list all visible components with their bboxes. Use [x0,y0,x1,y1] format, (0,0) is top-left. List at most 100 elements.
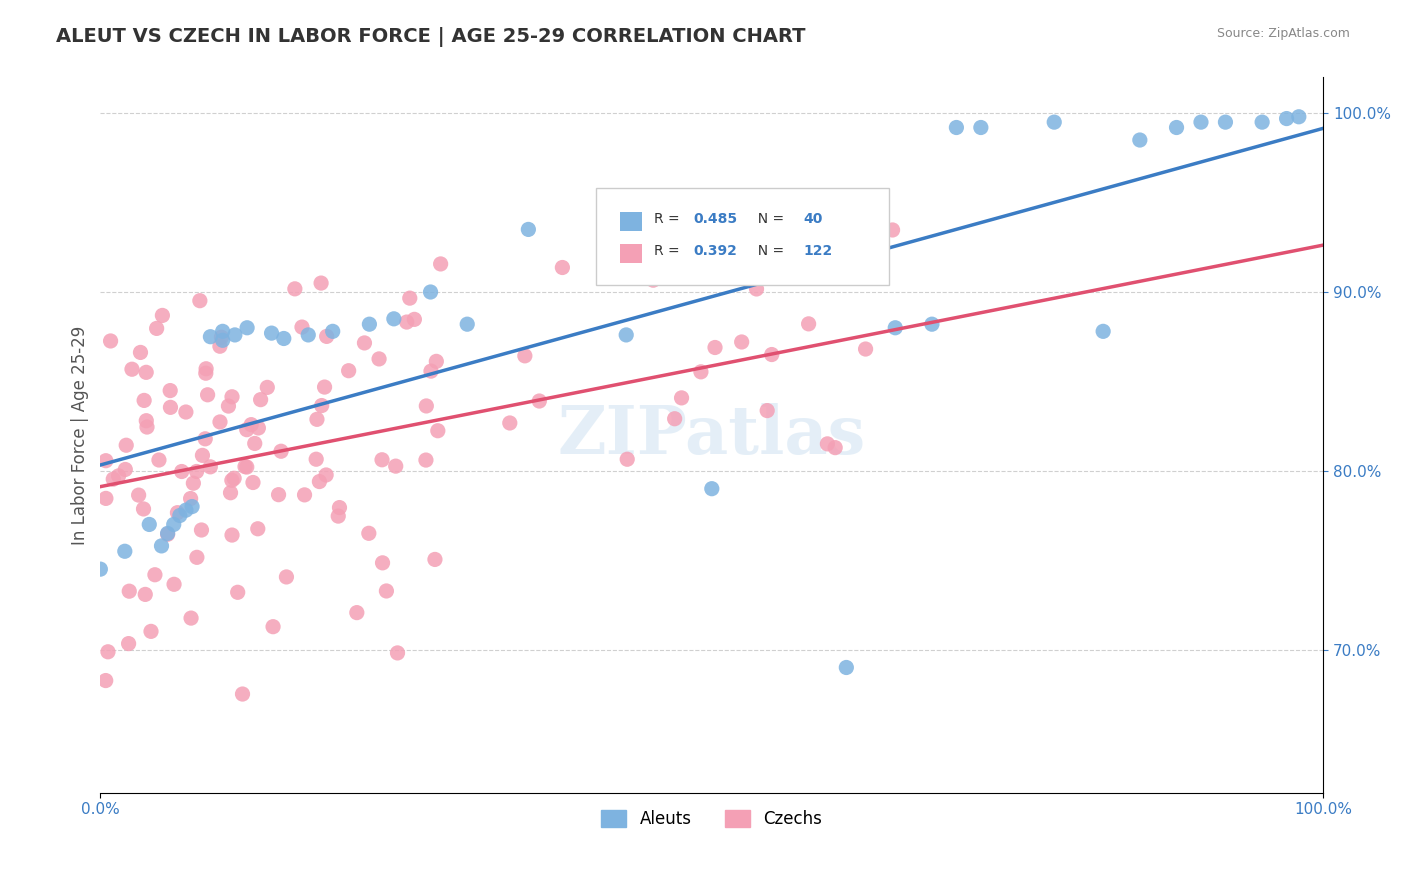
Point [359,317,381,331]
Point [145,321,167,335]
Point [276,570,298,584]
Point [371,556,394,570]
Point [616,452,638,467]
Point [174,503,197,517]
Point [224,327,246,342]
Point [180,611,202,625]
Point [233,459,256,474]
Point [166,506,188,520]
Point [328,500,350,515]
Text: ALEUT VS CZECH IN LABOR FORCE | AGE 25-29 CORRELATION CHART: ALEUT VS CZECH IN LABOR FORCE | AGE 25-2… [56,27,806,46]
Point [423,552,446,566]
Point [270,444,292,458]
Point [260,326,283,340]
Point [211,324,233,338]
Text: R =: R = [654,244,685,259]
Point [797,317,820,331]
Point [456,317,478,331]
Point [297,327,319,342]
Point [226,585,249,599]
Point [291,320,314,334]
Point [970,120,993,135]
Point [346,606,368,620]
Point [284,282,307,296]
Point [121,362,143,376]
Point [884,320,907,334]
Point [404,312,426,326]
Point [134,587,156,601]
Point [267,488,290,502]
Point [249,392,271,407]
Point [256,380,278,394]
Point [529,394,551,409]
Point [191,449,214,463]
Point [305,412,328,426]
Point [700,482,723,496]
Point [117,637,139,651]
Point [136,420,159,434]
Point [1129,133,1152,147]
Point [419,285,441,299]
Point [921,317,943,331]
Point [311,399,333,413]
Point [224,471,246,485]
Point [231,687,253,701]
Point [150,539,173,553]
Point [139,624,162,639]
Point [1215,115,1237,129]
Point [94,453,117,467]
Point [89,562,111,576]
Point [882,223,904,237]
Point [664,411,686,425]
Point [420,364,443,378]
Point [200,459,222,474]
Point [773,245,796,260]
Point [1092,324,1115,338]
Point [97,645,120,659]
Point [100,334,122,348]
Point [945,120,967,135]
Point [135,414,157,428]
Point [353,335,375,350]
Point [368,351,391,366]
Point [315,329,337,343]
Point [513,349,536,363]
Point [387,646,409,660]
Point [236,320,259,334]
Point [208,339,231,353]
Point [94,491,117,506]
Point [190,523,212,537]
Point [415,399,437,413]
Point [194,366,217,380]
Point [236,423,259,437]
Point [209,330,232,344]
Point [835,660,858,674]
Point [236,460,259,475]
Point [375,584,398,599]
Point [371,452,394,467]
Legend: Aleuts, Czechs: Aleuts, Czechs [595,803,830,834]
Point [159,384,181,398]
Point [247,421,270,435]
Point [243,436,266,450]
Point [614,327,637,342]
Point [690,365,713,379]
Point [395,315,418,329]
Point [415,453,437,467]
Point [169,508,191,523]
Point [143,567,166,582]
Point [337,364,360,378]
Point [294,488,316,502]
Point [115,438,138,452]
Point [273,331,295,345]
Point [181,500,204,514]
Point [1166,120,1188,135]
Point [704,341,727,355]
Point [242,475,264,490]
Point [156,526,179,541]
Point [1189,115,1212,129]
Point [240,417,263,432]
Point [855,342,877,356]
Point [1251,115,1274,129]
Point [183,476,205,491]
